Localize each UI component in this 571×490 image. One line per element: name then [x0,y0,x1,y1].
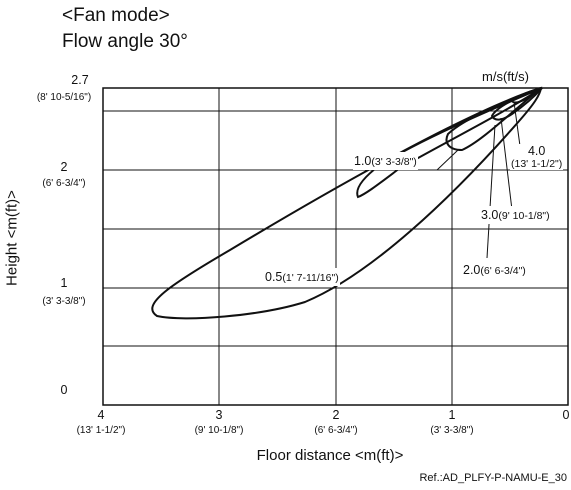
contour-label-1.0: 1.0(3' 3-3/8") [353,152,418,170]
leader-line-3.0 [500,117,513,211]
flow-angle-title: Flow angle 30° [62,31,188,52]
contour-1.0 [356,87,543,199]
contour-2.0 [445,87,542,152]
x-tick-sublabel: (9' 10-1/8") [194,425,244,436]
leader-line-1.0 [436,149,459,171]
contour-label-2.0: 2.0(6' 6-3/4") [462,261,527,279]
contour-label-3.0: 3.0(9' 10-1/8") [480,206,551,224]
y-tick-sublabel: (3' 3-3/8") [42,296,86,307]
y-tick-label: 0 [60,383,68,397]
contour-3.0 [490,87,543,121]
contour-value: 1.0 [354,154,372,168]
x-tick-label: 2 [332,408,340,422]
leader-line-4.0 [513,101,521,147]
x-tick-label: 1 [448,408,456,422]
x-tick-sublabel: (3' 3-3/8") [430,425,474,436]
leader-line-2.0 [486,124,496,259]
contour-imperial: (3' 3-3/8") [371,156,417,168]
reference-code: Ref.:AD_PLFY-P-NAMU-E_30 [419,472,567,484]
x-tick-label: 3 [215,408,223,422]
contour-value: 4.0 [527,144,546,158]
x-axis-label: Floor distance <m(ft)> [256,447,404,464]
contour-label-4.0: 4.0 (13' 1-1/2") [510,144,564,170]
x-tick-label: 0 [562,408,570,422]
contour-value: 2.0 [463,263,481,277]
y-axis-label: Height <m(ft)> [3,190,21,286]
x-tick-sublabel: (6' 6-3/4") [314,425,358,436]
y-tick-label: 2.7 [71,73,89,87]
y-tick-sublabel: (6' 6-3/4") [42,178,86,189]
contour-imperial: (9' 10-1/8") [498,210,550,222]
mode-title: <Fan mode> [62,5,170,26]
contour-value: 0.5 [265,270,283,284]
x-tick-sublabel: (13' 1-1/2") [76,425,126,436]
contour-4.0 [510,87,542,104]
contour-value: 3.0 [481,208,499,222]
velocity-unit-label: m/s(ft/s) [482,69,529,84]
y-tick-label: 1 [60,276,68,290]
contour-imperial: (13' 1-1/2") [511,158,563,170]
contour-label-0.5: 0.5(1' 7-11/16") [264,268,340,286]
contour-imperial: (1' 7-11/16") [282,272,339,284]
contour-0.5 [151,86,543,320]
y-tick-label: 2 [60,160,68,174]
x-tick-label: 4 [97,408,105,422]
y-tick-sublabel: (8' 10-5/16") [36,92,92,103]
contour-imperial: (6' 6-3/4") [480,265,526,277]
